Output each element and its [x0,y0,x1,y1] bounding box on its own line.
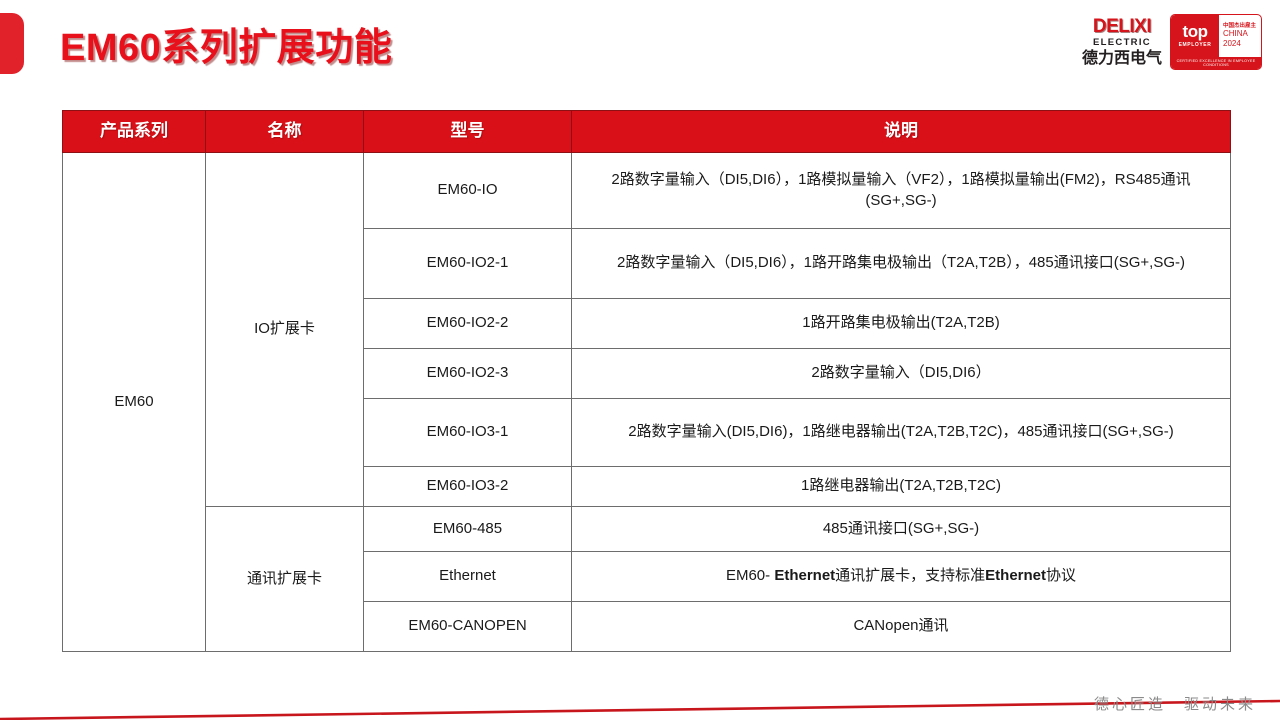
table-row: 通讯扩展卡 EM60-485 485通讯接口(SG+,SG-) [63,506,1231,652]
cell-description: 2路数字量输入（DI5,DI6） [571,348,1231,399]
badge-top-mark: top EMPLOYER [1171,15,1219,57]
delixi-logo: DELIXI ELECTRIC 德力西电气 [1082,17,1162,67]
table-header-row: 产品系列 名称 型号 说明 [62,110,1231,153]
page-title: EM60系列扩展功能 [60,27,393,69]
cell-product-series: EM60 [62,152,206,652]
footer-tagline: 德心匠造 驱动未来 [1093,696,1256,713]
slide-accent-tab [0,13,24,74]
delixi-subtitle: ELECTRIC [1093,37,1151,48]
badge-details: 中国杰出雇主 CHINA 2024 [1219,15,1261,57]
table-row: EM60-CANOPEN CANopen通讯 [63,601,1231,652]
table-row: EM60-IO3-1 2路数字量输入(DI5,DI6)，1路继电器输出(T2A,… [63,398,1231,467]
column-header-description: 说明 [571,110,1231,153]
column-header-model: 型号 [363,110,572,153]
cell-model: Ethernet [363,551,572,602]
desc-suffix: 协议 [1046,567,1077,585]
table-row: EM60-IO2-2 1路开路集电极输出(T2A,T2B) [63,298,1231,349]
table-row: EM60-IO2-3 2路数字量输入（DI5,DI6） [63,348,1231,399]
expansion-spec-table: 产品系列 名称 型号 说明 EM60 IO扩展卡 EM60-IO 2路数字量输入… [62,110,1231,652]
cell-model: EM60-IO2-2 [363,298,572,349]
cell-model: EM60-IO [363,152,572,229]
cell-model: EM60-IO3-1 [363,398,572,467]
badge-upper: top EMPLOYER 中国杰出雇主 CHINA 2024 [1171,15,1261,57]
delixi-wordmark: DELIXI [1092,16,1152,37]
footer-red-line-icon [0,699,1280,720]
cell-group-name-comm: 通讯扩展卡 [205,506,364,652]
badge-top-word: top [1182,21,1208,41]
cell-model: EM60-IO2-1 [363,228,572,299]
cell-description: 2路数字量输入（DI5,DI6），1路模拟量输入（VF2），1路模拟量输出(FM… [571,152,1231,229]
delixi-chinese-name: 德力西电气 [1081,49,1162,67]
footer-decoration [0,674,1280,720]
desc-middle: 通讯扩展卡，支持标准 [835,567,986,585]
badge-chinese-line: 中国杰出雇主 [1223,22,1257,29]
cell-model: EM60-485 [363,506,572,552]
cell-model: EM60-IO3-2 [363,466,572,507]
column-header-series: 产品系列 [62,110,206,153]
table-row: EM60-IO3-2 1路继电器输出(T2A,T2B,T2C) [63,466,1231,507]
cell-description: CANopen通讯 [571,601,1231,652]
cell-description: 1路开路集电极输出(T2A,T2B) [571,298,1231,349]
cell-description: EM60- Ethernet通讯扩展卡，支持标准Ethernet协议 [571,551,1231,602]
cell-model: EM60-IO2-3 [363,348,572,399]
cell-description: 2路数字量输入(DI5,DI6)，1路继电器输出(T2A,T2B,T2C)，48… [571,398,1231,467]
table-row: EM60-IO2-1 2路数字量输入（DI5,DI6），1路开路集电极输出（T2… [63,228,1231,299]
badge-certification-strip: CERTIFIED EXCELLENCE IN EMPLOYEE CONDITI… [1171,57,1261,69]
top-employer-badge: top EMPLOYER 中国杰出雇主 CHINA 2024 CERTIFIED… [1170,14,1262,70]
table-row: Ethernet EM60- Ethernet通讯扩展卡，支持标准Etherne… [63,551,1231,602]
badge-year: 2024 [1223,39,1241,49]
cell-group-name-io: IO扩展卡 [205,152,364,507]
desc-bold-ethernet-1: Ethernet [774,567,836,585]
table-row: EM60 IO扩展卡 EM60-IO 2路数字量输入（DI5,DI6），1路模拟… [62,152,1231,652]
brand-logo-group: DELIXI ELECTRIC 德力西电气 top EMPLOYER 中国杰出雇… [1082,14,1262,70]
cell-model: EM60-CANOPEN [363,601,572,652]
desc-prefix: EM60- [725,567,775,585]
badge-country: CHINA [1223,29,1248,39]
column-header-name: 名称 [205,110,364,153]
cell-description: 485通讯接口(SG+,SG-) [571,506,1231,552]
badge-employer-word: EMPLOYER [1178,42,1212,49]
cell-description: 1路继电器输出(T2A,T2B,T2C) [571,466,1231,507]
desc-bold-ethernet-2: Ethernet [985,567,1047,585]
cell-description: 2路数字量输入（DI5,DI6），1路开路集电极输出（T2A,T2B），485通… [571,228,1231,299]
